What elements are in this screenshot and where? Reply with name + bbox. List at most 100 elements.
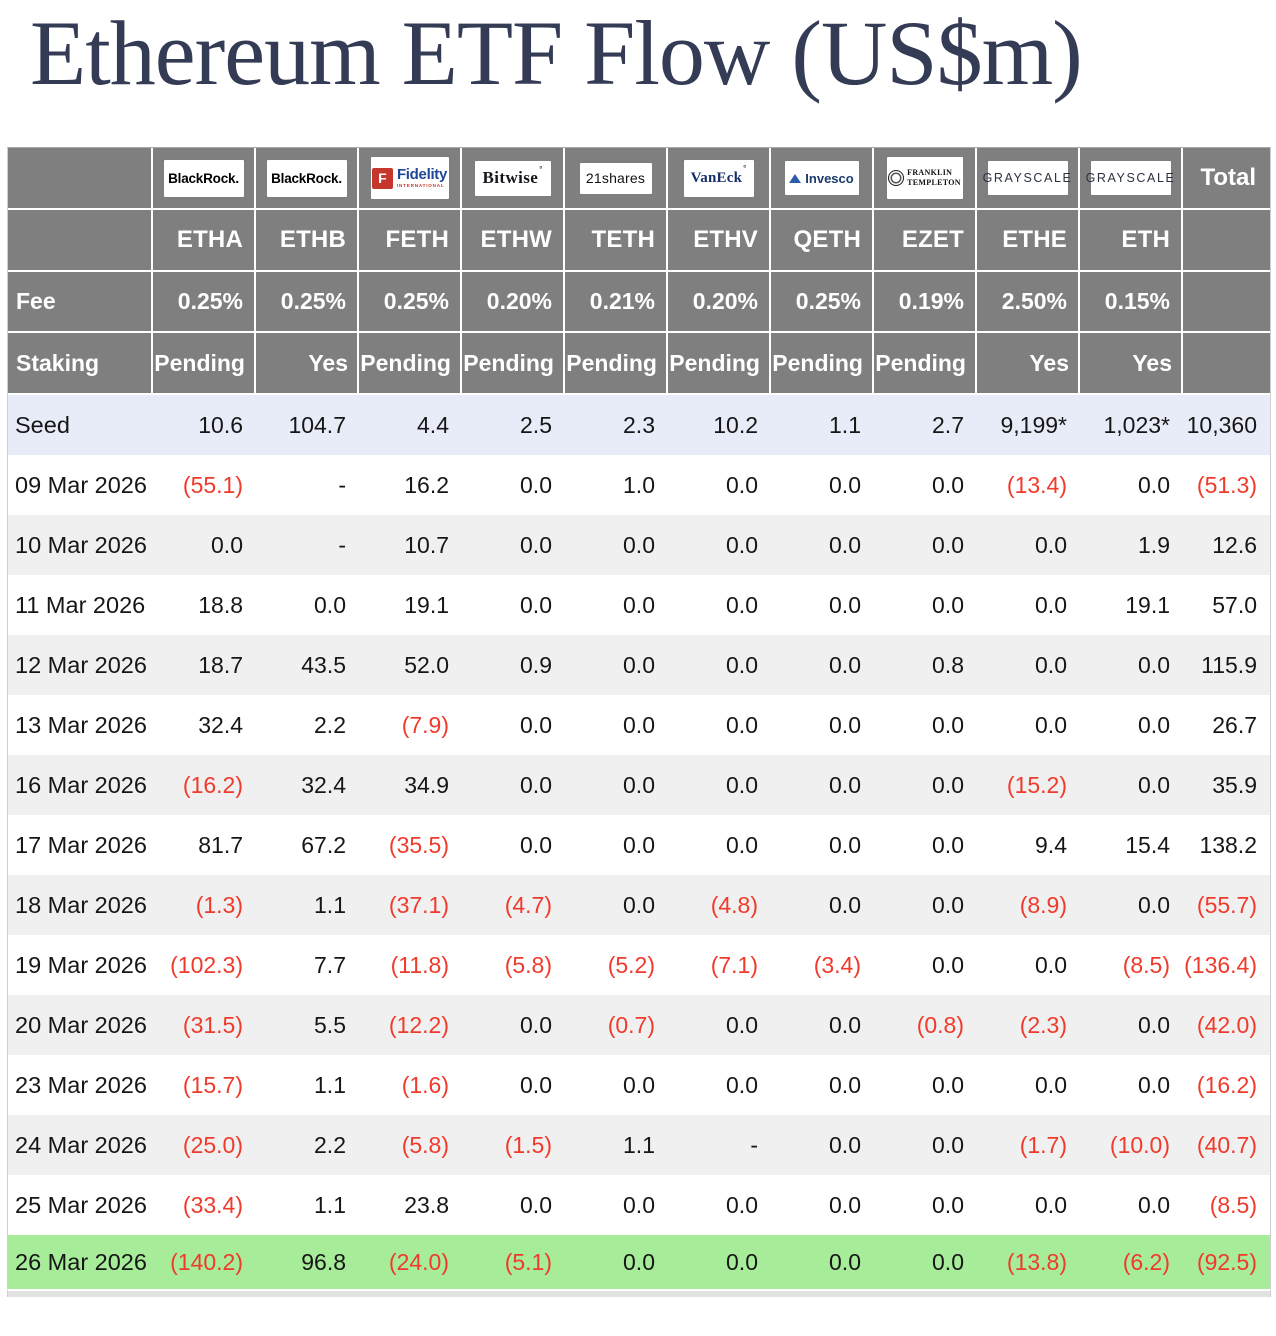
value-cell: 19.1 — [1125, 591, 1170, 618]
staking-cell: Yes — [256, 333, 359, 396]
value-cell: 18.7 — [153, 635, 256, 696]
grayscale-wordmark: GRAYSCALE — [1085, 171, 1176, 186]
value-cell: 0.0 — [829, 591, 861, 618]
value-cell: 0.0 — [829, 711, 861, 738]
value-cell: 0.0 — [520, 1071, 552, 1098]
value-cell: 10.7 — [359, 515, 462, 576]
total-value-cell: 115.9 — [1183, 635, 1270, 696]
fee-cell: 0.25% — [359, 272, 462, 334]
ticker-cell: ETHW — [462, 210, 565, 273]
ticker-cell: ETHB — [256, 210, 359, 273]
value-cell: (0.7) — [565, 995, 668, 1056]
logo-cell-fidelity: F Fidelity INTERNATIONAL — [359, 148, 462, 211]
value-cell: (24.0) — [359, 1235, 462, 1290]
value-cell: 0.0 — [726, 1191, 758, 1218]
value-cell: 0.0 — [874, 1235, 977, 1290]
staking-cell: Pending — [153, 333, 256, 396]
value-cell: 1.1 — [314, 1191, 346, 1218]
logo-cell-21shares: 21shares — [565, 148, 668, 211]
staking-row: Staking Pending Yes Pending Pending Pending Pe… — [8, 333, 1270, 396]
value-cell: 2.2 — [314, 711, 346, 738]
value-cell: 0.0 — [520, 591, 552, 618]
value-cell: 0.0 — [1080, 995, 1183, 1056]
ticker-row: ETHA ETHB FETH ETHW TETH ETHV QETH EZET ETHE ETH — [8, 210, 1270, 273]
total-blank-cell — [1183, 210, 1270, 273]
value-cell: 4.4 — [359, 395, 462, 456]
value-cell: (7.1) — [710, 951, 758, 978]
value-cell: (2.3) — [977, 995, 1080, 1056]
value-cell: 0.0 — [726, 831, 758, 858]
value-cell: (4.8) — [668, 875, 771, 936]
value-cell: 0.0 — [520, 1191, 552, 1218]
value-cell: (8.9) — [977, 875, 1080, 936]
value-cell: 0.0 — [1035, 591, 1067, 618]
value-cell: (12.2) — [359, 995, 462, 1056]
value-cell: 0.0 — [771, 1235, 874, 1290]
value-cell: 32.4 — [198, 711, 243, 738]
value-cell: 0.0 — [1138, 1191, 1170, 1218]
value-cell: 0.0 — [623, 1191, 655, 1218]
staking-cell: Pending — [359, 333, 462, 396]
value-cell: 0.0 — [668, 1235, 771, 1290]
fee-row-label: Fee — [8, 272, 153, 334]
value-cell: 9.4 — [1035, 831, 1067, 858]
value-cell: 0.0 — [314, 591, 346, 618]
row-label: Seed — [8, 395, 153, 456]
vaneck-logo: VanEck ° — [683, 159, 754, 197]
blackrock-wordmark: BlackRock. — [168, 170, 239, 186]
value-cell: 0.0 — [977, 635, 1080, 696]
row-label: 12 Mar 2026 — [8, 635, 153, 696]
vaneck-wordmark: VanEck — [690, 169, 743, 186]
total-column-header: Total — [1183, 148, 1270, 211]
value-cell: (16.2) — [153, 755, 256, 816]
value-cell: 0.0 — [520, 711, 552, 738]
franklin-word: FRANKLIN — [907, 168, 953, 178]
table-row: 09 Mar 2026 (55.1) - 16.2 0.0 1.0 0.0 0.0 0.0 (13… — [8, 455, 1270, 515]
fee-cell: 2.50% — [977, 272, 1080, 334]
table-row: 13 Mar 2026 32.4 2.2 (7.9) 0.0 0.0 0.0 0.0 0.0 0.… — [8, 695, 1270, 755]
value-cell: 0.0 — [565, 755, 668, 816]
row-label: 17 Mar 2026 — [15, 831, 147, 858]
value-cell: (7.9) — [401, 711, 449, 738]
value-cell: (1.5) — [462, 1115, 565, 1176]
value-cell: (6.2) — [1080, 1235, 1183, 1290]
value-cell: 0.0 — [726, 471, 758, 498]
value-cell: (13.8) — [977, 1235, 1080, 1290]
staking-cell: Yes — [1080, 333, 1183, 396]
value-cell: (1.6) — [401, 1071, 449, 1098]
fee-cell: 0.20% — [462, 272, 565, 334]
fee-cell: 0.25% — [771, 272, 874, 334]
total-value-cell: (55.7) — [1183, 875, 1270, 936]
trademark-icon: ° — [539, 164, 543, 174]
value-cell: 0.0 — [771, 1115, 874, 1176]
value-cell: 0.0 — [874, 515, 977, 576]
total-value-cell: 57.0 — [1212, 591, 1257, 618]
value-cell: (13.4) — [1006, 471, 1067, 498]
value-cell: (5.1) — [462, 1235, 565, 1290]
total-value-cell: (16.2) — [1196, 1071, 1257, 1098]
staking-cell: Pending — [771, 333, 874, 396]
value-cell: 52.0 — [359, 635, 462, 696]
value-cell: 10.2 — [668, 395, 771, 456]
value-cell: 0.0 — [874, 1115, 977, 1176]
value-cell: 0.0 — [462, 755, 565, 816]
row-label: 09 Mar 2026 — [15, 471, 147, 498]
templeton-word: TEMPLETON — [907, 178, 961, 188]
value-cell: - — [338, 471, 346, 498]
value-cell: 0.0 — [1035, 711, 1067, 738]
total-value-cell: 12.6 — [1183, 515, 1270, 576]
row-label: 20 Mar 2026 — [8, 995, 153, 1056]
value-cell: 0.0 — [829, 1071, 861, 1098]
value-cell: - — [668, 1115, 771, 1176]
fidelity-wordmark: Fidelity — [396, 166, 448, 184]
bitwise-wordmark: Bitwise — [482, 168, 539, 188]
value-cell: 15.4 — [1125, 831, 1170, 858]
row-label: 25 Mar 2026 — [15, 1191, 147, 1218]
fee-cell: 0.19% — [874, 272, 977, 334]
value-cell: 19.1 — [404, 591, 449, 618]
value-cell: 0.0 — [932, 591, 964, 618]
grayscale-wordmark: GRAYSCALE — [982, 171, 1073, 186]
value-cell: (15.7) — [182, 1071, 243, 1098]
value-cell: 0.0 — [1080, 875, 1183, 936]
value-cell: 0.0 — [932, 1191, 964, 1218]
